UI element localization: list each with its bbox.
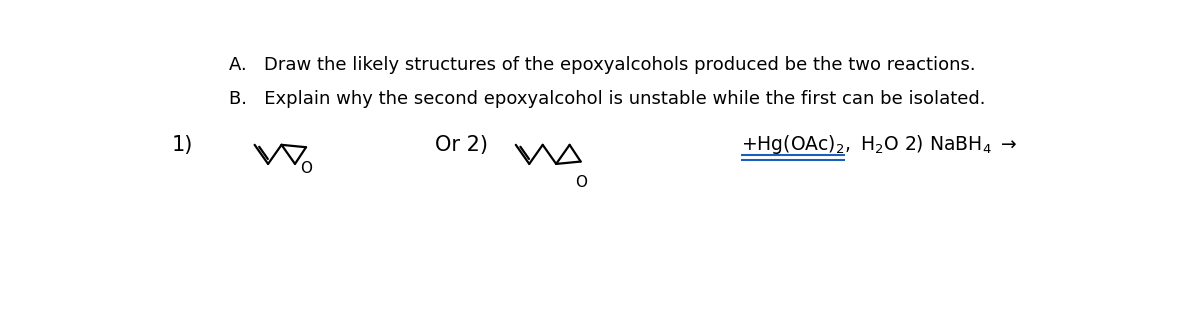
Text: O: O [575, 175, 587, 190]
Text: $\mathregular{+Hg(OAc)_2,\ H_2O\ 2)\ NaBH_4\ \rightarrow}$: $\mathregular{+Hg(OAc)_2,\ H_2O\ 2)\ NaB… [740, 133, 1018, 156]
Text: 1): 1) [172, 135, 193, 155]
Text: B.   Explain why the second epoxyalcohol is unstable while the first can be isol: B. Explain why the second epoxyalcohol i… [229, 90, 985, 108]
Text: Or 2): Or 2) [436, 135, 488, 155]
Text: A.   Draw the likely structures of the epoxyalcohols produced be the two reactio: A. Draw the likely structures of the epo… [229, 56, 976, 74]
Text: O: O [300, 161, 312, 176]
